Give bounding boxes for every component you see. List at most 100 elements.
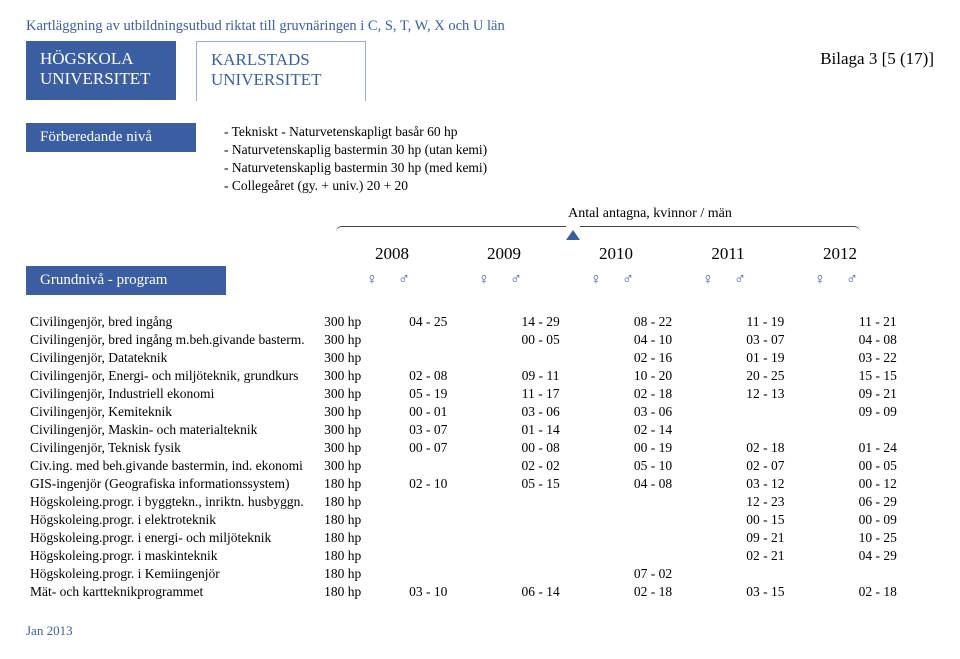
year-cell: 00 - 08 — [484, 439, 596, 457]
table-row: Civilingenjör, Maskin- och materialtekni… — [26, 421, 934, 439]
gender-symbols: ♀ ♂ — [672, 271, 784, 289]
table-row: Högskoleing.progr. i energi- och miljöte… — [26, 529, 934, 547]
program-name: Civilingenjör, Datateknik — [26, 349, 320, 367]
footer-date: Jan 2013 — [26, 623, 934, 639]
program-hp: 300 hp — [320, 331, 372, 349]
years-header: 20082009201020112012 — [336, 244, 896, 264]
year-cell — [372, 493, 484, 511]
gender-symbols: ♀ ♂ — [448, 271, 560, 289]
year-cell: 04 - 08 — [597, 475, 709, 493]
program-name: Högskoleing.progr. i maskinteknik — [26, 547, 320, 565]
year-cell: 00 - 05 — [484, 331, 596, 349]
year-cell: 00 - 12 — [822, 475, 934, 493]
year-cell: 02 - 18 — [597, 385, 709, 403]
year-cell: 03 - 07 — [709, 331, 821, 349]
table-row: Civilingenjör, bred ingång m.beh.givande… — [26, 331, 934, 349]
year-cell: 02 - 02 — [484, 457, 596, 475]
preparatory-level-label: Förberedande nivå — [26, 123, 196, 152]
program-hp: 300 hp — [320, 403, 372, 421]
triangle-up-icon — [566, 230, 580, 240]
year-header: 2010 — [560, 244, 672, 264]
year-cell: 05 - 19 — [372, 385, 484, 403]
preparatory-line: - Tekniskt - Naturvetenskapligt basår 60… — [224, 123, 487, 141]
year-cell: 14 - 29 — [484, 313, 596, 331]
year-cell: 10 - 25 — [822, 529, 934, 547]
year-cell: 00 - 07 — [372, 439, 484, 457]
program-hp: 300 hp — [320, 421, 372, 439]
year-cell: 02 - 18 — [597, 583, 709, 601]
year-cell: 02 - 18 — [822, 583, 934, 601]
year-cell: 00 - 09 — [822, 511, 934, 529]
year-cell: 01 - 14 — [484, 421, 596, 439]
year-cell — [597, 493, 709, 511]
program-hp: 180 hp — [320, 565, 372, 583]
year-cell: 02 - 08 — [372, 367, 484, 385]
year-cell: 11 - 17 — [484, 385, 596, 403]
year-cell: 03 - 12 — [709, 475, 821, 493]
brace-right — [580, 226, 860, 234]
university-block-left: HÖGSKOLA UNIVERSITET — [26, 41, 176, 100]
year-cell — [709, 403, 821, 421]
year-cell: 09 - 21 — [822, 385, 934, 403]
year-cell — [372, 457, 484, 475]
table-row: Civ.ing. med beh.givande bastermin, ind.… — [26, 457, 934, 475]
year-cell — [372, 331, 484, 349]
year-cell: 04 - 25 — [372, 313, 484, 331]
year-header: 2012 — [784, 244, 896, 264]
year-cell — [709, 565, 821, 583]
uni-left-line2: UNIVERSITET — [40, 69, 162, 89]
year-cell — [597, 547, 709, 565]
year-cell: 05 - 10 — [597, 457, 709, 475]
year-cell: 06 - 29 — [822, 493, 934, 511]
table-row: Civilingenjör, Datateknik300 hp02 - 1601… — [26, 349, 934, 367]
year-cell: 00 - 15 — [709, 511, 821, 529]
year-cell: 01 - 19 — [709, 349, 821, 367]
program-hp: 180 hp — [320, 547, 372, 565]
year-cell — [709, 421, 821, 439]
program-hp: 180 hp — [320, 583, 372, 601]
table-row: Civilingenjör, Industriell ekonomi300 hp… — [26, 385, 934, 403]
program-name: Civilingenjör, Maskin- och materialtekni… — [26, 421, 320, 439]
program-hp: 180 hp — [320, 493, 372, 511]
year-cell: 12 - 13 — [709, 385, 821, 403]
year-cell: 00 - 05 — [822, 457, 934, 475]
year-cell: 07 - 02 — [597, 565, 709, 583]
program-hp: 180 hp — [320, 529, 372, 547]
year-cell — [484, 493, 596, 511]
preparatory-line: - Collegeåret (gy. + univ.) 20 + 20 — [224, 177, 487, 195]
year-cell: 05 - 15 — [484, 475, 596, 493]
year-cell: 03 - 07 — [372, 421, 484, 439]
year-cell: 10 - 20 — [597, 367, 709, 385]
preparatory-lines: - Tekniskt - Naturvetenskapligt basår 60… — [224, 123, 487, 196]
year-cell: 04 - 29 — [822, 547, 934, 565]
year-cell — [597, 511, 709, 529]
document-subtitle: Kartläggning av utbildningsutbud riktat … — [26, 18, 934, 35]
table-row: Civilingenjör, Teknisk fysik300 hp00 - 0… — [26, 439, 934, 457]
program-name: Högskoleing.progr. i energi- och miljöte… — [26, 529, 320, 547]
year-header: 2008 — [336, 244, 448, 264]
program-hp: 300 hp — [320, 439, 372, 457]
year-cell: 03 - 15 — [709, 583, 821, 601]
year-cell — [372, 547, 484, 565]
year-header: 2009 — [448, 244, 560, 264]
table-row: Civilingenjör, Energi- och miljöteknik, … — [26, 367, 934, 385]
program-name: Högskoleing.progr. i Kemiingenjör — [26, 565, 320, 583]
year-cell: 11 - 21 — [822, 313, 934, 331]
year-cell — [822, 421, 934, 439]
year-cell: 03 - 22 — [822, 349, 934, 367]
program-hp: 180 hp — [320, 475, 372, 493]
program-name: GIS-ingenjör (Geografiska informationssy… — [26, 475, 320, 493]
appendix-label: Bilaga 3 [5 (17)] — [820, 41, 934, 69]
year-cell — [822, 565, 934, 583]
year-cell — [484, 547, 596, 565]
preparatory-line: - Naturvetenskaplig bastermin 30 hp (med… — [224, 159, 487, 177]
year-cell: 06 - 14 — [484, 583, 596, 601]
year-cell: 09 - 09 — [822, 403, 934, 421]
year-header: 2011 — [672, 244, 784, 264]
program-hp: 180 hp — [320, 511, 372, 529]
year-cell: 02 - 18 — [709, 439, 821, 457]
gender-symbol-row: ♀ ♂♀ ♂♀ ♂♀ ♂♀ ♂ — [336, 271, 896, 289]
gender-symbols: ♀ ♂ — [336, 271, 448, 289]
year-cell: 02 - 14 — [597, 421, 709, 439]
year-cell — [372, 511, 484, 529]
